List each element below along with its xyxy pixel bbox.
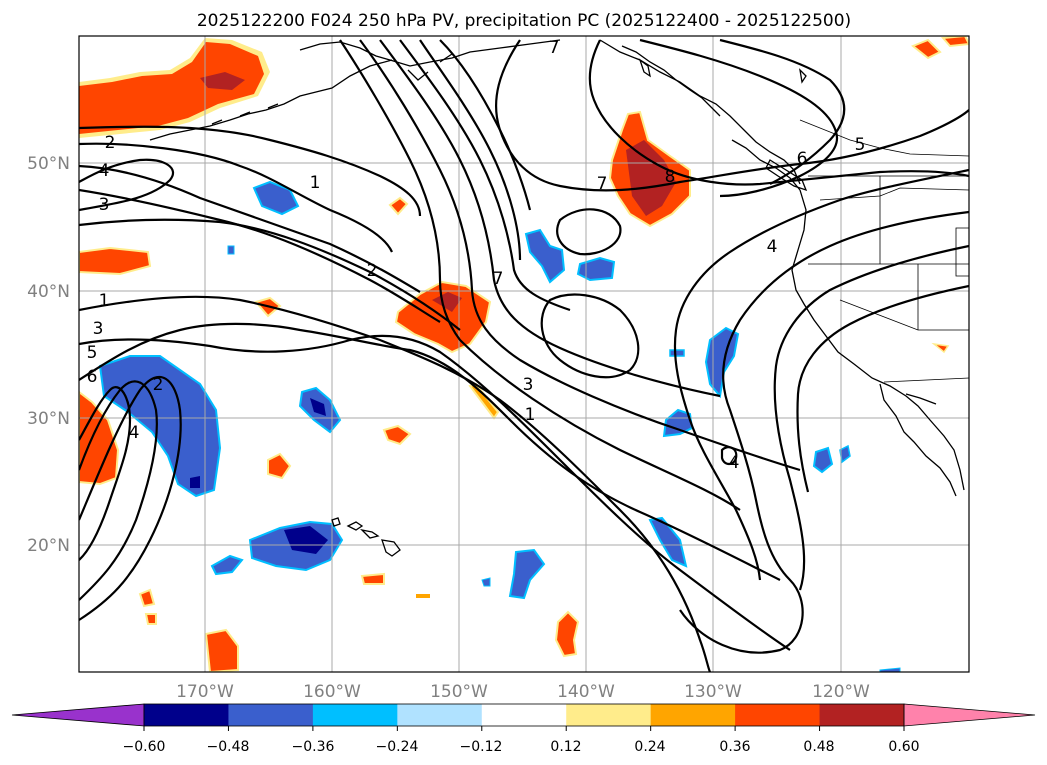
- colorbar-extend-high: [903, 703, 1036, 727]
- contour-label: 2: [153, 375, 164, 395]
- longitude-labels: 170°W 160°W 150°W 140°W 130°W 120°W: [176, 682, 870, 702]
- colorbar-tick-label: −0.60: [123, 739, 166, 755]
- contour-label: 4: [99, 161, 110, 181]
- colorbar-bin: [566, 704, 652, 726]
- precipitation-shading: [79, 36, 969, 672]
- contour-label: 5: [855, 135, 866, 155]
- contour-label: 5: [87, 343, 98, 363]
- contour-label: 3: [523, 375, 534, 395]
- colorbar-bin: [481, 704, 567, 726]
- colorbar-tick-label: −0.48: [207, 739, 250, 755]
- precip-positive-ne: [608, 110, 691, 228]
- lon-label: 120°W: [812, 682, 870, 702]
- colorbar-bin: [397, 704, 483, 726]
- precip-positive-nw: [79, 38, 270, 138]
- lat-label: 20°N: [27, 536, 70, 556]
- contour-label-group: 1 2 7 7 7 8 6 5 4 2 4 3 1 3 5 6 2 4 3 1: [87, 38, 866, 473]
- colorbar-tick-label: 0.36: [719, 739, 750, 755]
- graticule: [79, 36, 969, 672]
- lat-label: 50°N: [27, 154, 70, 174]
- contour-label: 7: [493, 269, 504, 289]
- colorbar-tick-label: −0.36: [292, 739, 335, 755]
- contour-label: 3: [99, 195, 110, 215]
- colorbar-tick-label: 0.60: [888, 739, 919, 755]
- precip-negative-w: [98, 355, 222, 498]
- contour-label: 7: [597, 174, 608, 194]
- latitude-labels: 50°N 40°N 30°N 20°N: [27, 154, 70, 556]
- lon-label: 170°W: [176, 682, 234, 702]
- lat-label: 30°N: [27, 409, 70, 429]
- colorbar-bin: [650, 704, 736, 726]
- lat-label: 40°N: [27, 282, 70, 302]
- colorbar-bin: [819, 704, 905, 726]
- map-frame: [78, 35, 970, 673]
- political-borders: [799, 119, 969, 383]
- map-panel: 1 2 7 7 7 8 6 5 4 2 4 3 1 3 5 6 2 4 3 1: [78, 35, 970, 673]
- colorbar-tick-label: −0.24: [376, 739, 419, 755]
- contour-label: 2: [367, 261, 378, 281]
- contour-label: 1: [525, 405, 536, 425]
- contour-label: 6: [797, 149, 808, 169]
- precip-positive-w2: [79, 390, 120, 486]
- contour-label: 2: [105, 133, 116, 153]
- map-title: 2025122200 F024 250 hPa PV, precipitatio…: [197, 11, 851, 31]
- contour-label: 8: [665, 167, 676, 187]
- colorbar-tick-label: 0.48: [803, 739, 834, 755]
- contour-label: 1: [99, 291, 110, 311]
- lon-label: 130°W: [684, 682, 742, 702]
- pv-contours: [79, 38, 969, 672]
- colorbar-extend-low: [11, 703, 145, 727]
- colorbar-tick-label: 0.24: [634, 739, 665, 755]
- colorbar: −0.60 −0.48 −0.36 −0.24 −0.12 0.12 0.24 …: [11, 703, 1036, 755]
- lon-label: 140°W: [557, 682, 615, 702]
- colorbar-bin: [144, 704, 229, 726]
- contour-label: 1: [310, 173, 321, 193]
- contour-label: 7: [549, 38, 560, 58]
- colorbar-bin: [312, 704, 398, 726]
- colorbar-bin: [228, 704, 314, 726]
- contour-label: 6: [87, 367, 98, 387]
- colorbar-tick-label: 0.12: [550, 739, 581, 755]
- colorbar-tick-label: −0.12: [460, 739, 503, 755]
- contour-label: 3: [93, 319, 104, 339]
- precip-positive-w1: [79, 246, 152, 276]
- contour-label: 4: [129, 423, 140, 443]
- contour-label: 4: [729, 453, 740, 473]
- contour-label: 4: [767, 237, 778, 257]
- lon-label: 150°W: [430, 682, 488, 702]
- coastlines: [149, 39, 965, 557]
- colorbar-bin: [735, 704, 821, 726]
- lon-label: 160°W: [303, 682, 361, 702]
- colorbar-frame: [143, 703, 905, 727]
